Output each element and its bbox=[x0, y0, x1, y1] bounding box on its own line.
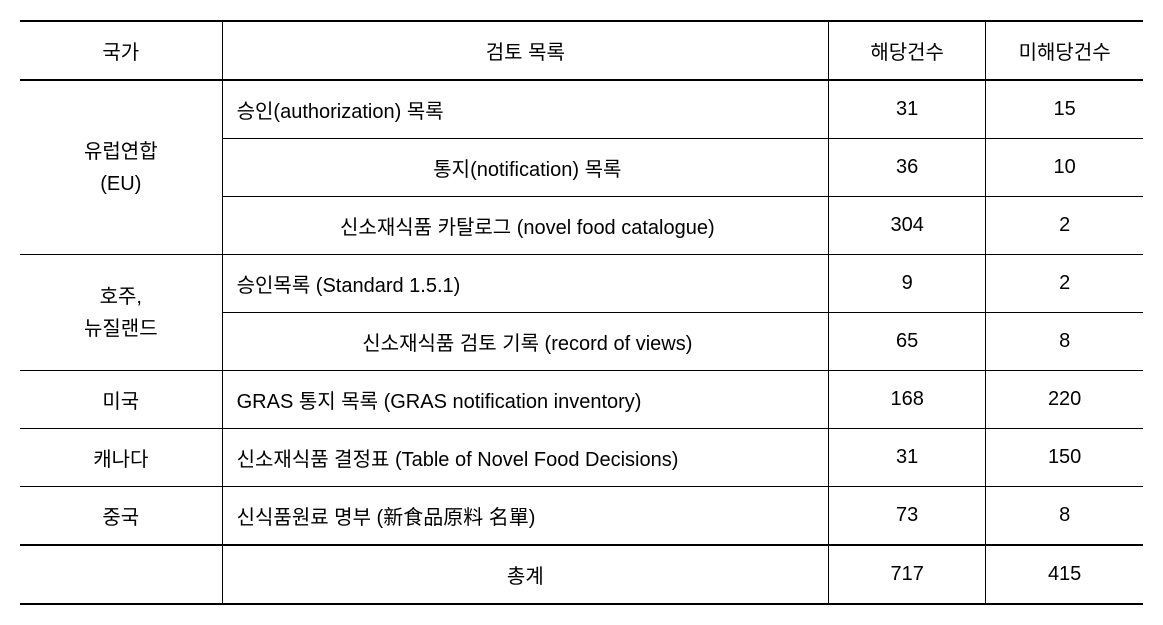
list-cell: GRAS 통지 목록 (GRAS notification inventory) bbox=[222, 371, 828, 429]
not-applicable-cell: 150 bbox=[986, 429, 1143, 487]
not-applicable-cell: 2 bbox=[986, 255, 1143, 313]
country-cell-eu: 유럽연합(EU) bbox=[20, 80, 222, 255]
applicable-cell: 31 bbox=[829, 80, 986, 139]
list-cell: 신소재식품 검토 기록 (record of views) bbox=[222, 313, 828, 371]
country-cell-aunz: 호주,뉴질랜드 bbox=[20, 255, 222, 371]
table-body: 유럽연합(EU) 승인(authorization) 목록 31 15 통지(n… bbox=[20, 80, 1143, 545]
list-cell: 신식품원료 명부 (新食品原料 名單) bbox=[222, 487, 828, 546]
not-applicable-cell: 8 bbox=[986, 313, 1143, 371]
applicable-cell: 73 bbox=[829, 487, 986, 546]
applicable-cell: 304 bbox=[829, 197, 986, 255]
list-cell: 승인목록 (Standard 1.5.1) bbox=[222, 255, 828, 313]
total-applicable-cell: 717 bbox=[829, 545, 986, 604]
list-cell: 신소재식품 카탈로그 (novel food catalogue) bbox=[222, 197, 828, 255]
novel-food-review-table: 국가 검토 목록 해당건수 미해당건수 유럽연합(EU) 승인(authoriz… bbox=[20, 20, 1143, 605]
col-header-country: 국가 bbox=[20, 21, 222, 80]
applicable-cell: 168 bbox=[829, 371, 986, 429]
table-row: 미국 GRAS 통지 목록 (GRAS notification invento… bbox=[20, 371, 1143, 429]
col-header-not-applicable: 미해당건수 bbox=[986, 21, 1143, 80]
applicable-cell: 65 bbox=[829, 313, 986, 371]
total-not-applicable-cell: 415 bbox=[986, 545, 1143, 604]
table-header: 국가 검토 목록 해당건수 미해당건수 bbox=[20, 21, 1143, 80]
total-empty-cell bbox=[20, 545, 222, 604]
list-cell: 신소재식품 결정표 (Table of Novel Food Decisions… bbox=[222, 429, 828, 487]
col-header-applicable: 해당건수 bbox=[829, 21, 986, 80]
table-footer: 총계 717 415 bbox=[20, 545, 1143, 604]
not-applicable-cell: 8 bbox=[986, 487, 1143, 546]
list-cell: 통지(notification) 목록 bbox=[222, 139, 828, 197]
not-applicable-cell: 10 bbox=[986, 139, 1143, 197]
country-cell-canada: 캐나다 bbox=[20, 429, 222, 487]
country-cell-usa: 미국 bbox=[20, 371, 222, 429]
total-label-cell: 총계 bbox=[222, 545, 828, 604]
applicable-cell: 36 bbox=[829, 139, 986, 197]
table-row: 호주,뉴질랜드 승인목록 (Standard 1.5.1) 9 2 bbox=[20, 255, 1143, 313]
list-cell: 승인(authorization) 목록 bbox=[222, 80, 828, 139]
not-applicable-cell: 15 bbox=[986, 80, 1143, 139]
col-header-list: 검토 목록 bbox=[222, 21, 828, 80]
country-cell-china: 중국 bbox=[20, 487, 222, 546]
table-row: 유럽연합(EU) 승인(authorization) 목록 31 15 bbox=[20, 80, 1143, 139]
table-row: 캐나다 신소재식품 결정표 (Table of Novel Food Decis… bbox=[20, 429, 1143, 487]
not-applicable-cell: 2 bbox=[986, 197, 1143, 255]
not-applicable-cell: 220 bbox=[986, 371, 1143, 429]
applicable-cell: 31 bbox=[829, 429, 986, 487]
applicable-cell: 9 bbox=[829, 255, 986, 313]
table-row: 중국 신식품원료 명부 (新食品原料 名單) 73 8 bbox=[20, 487, 1143, 546]
